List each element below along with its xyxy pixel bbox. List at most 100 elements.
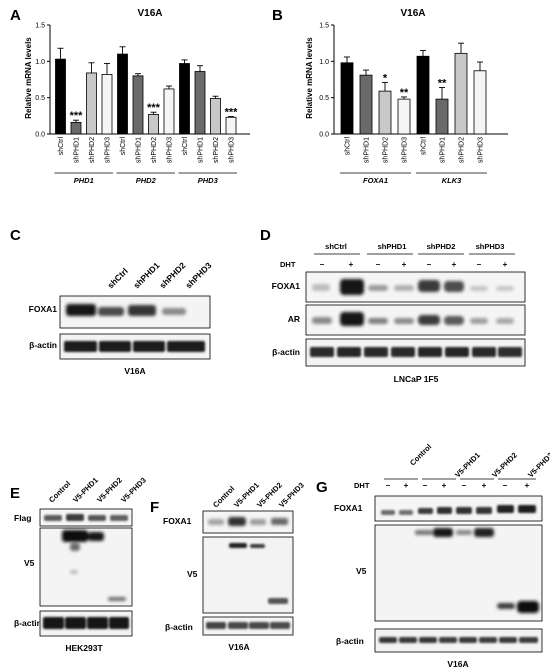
chart-a-ytick: 1.5 bbox=[35, 23, 45, 30]
blot-d-foxa1-bands bbox=[312, 279, 514, 295]
blot-c-row-foxa1: FOXA1 bbox=[29, 304, 58, 314]
chart-a-bar bbox=[132, 75, 144, 135]
panel-label-d: D bbox=[260, 227, 271, 244]
chart-a-category: shPHD2 bbox=[89, 137, 96, 163]
blot-e-row-actin: β-actin bbox=[14, 618, 42, 628]
blot-g-actin-membrane bbox=[374, 628, 543, 653]
chart-b-bar bbox=[359, 74, 373, 135]
blot-d-ar-bands bbox=[312, 312, 514, 326]
chart-b-category: shPHD1 bbox=[440, 137, 447, 163]
blot-e-lane-1: Control bbox=[47, 479, 72, 504]
chart-a-category: shCtrl bbox=[120, 137, 127, 156]
blot-d-treatment-mark: + bbox=[452, 260, 457, 269]
chart-b-category: shPHD3 bbox=[402, 137, 409, 163]
chart-a-category: shPHD1 bbox=[198, 137, 205, 163]
panel-label-a: A bbox=[10, 7, 21, 24]
blot-c-lane-4: shPHD3 bbox=[183, 260, 213, 290]
chart-a-sig-mark: *** bbox=[225, 107, 239, 119]
chart-b-category: shPHD1 bbox=[364, 137, 371, 163]
chart-a-category: shPHD3 bbox=[167, 137, 174, 163]
blot-d-actin-bands bbox=[310, 347, 522, 357]
chart-a-category: shCtrl bbox=[182, 137, 189, 156]
blot-f-lane-1: Control bbox=[211, 484, 236, 509]
blot-d-treatment-mark: – bbox=[376, 260, 381, 269]
blot-g-row-foxa1: FOXA1 bbox=[334, 503, 363, 513]
chart-a-category: shPHD3 bbox=[105, 137, 112, 163]
blot-f-row-actin: β-actin bbox=[165, 622, 193, 632]
blot-d-group-4: shPHD3 bbox=[476, 242, 505, 251]
blot-e-actin-bands bbox=[43, 617, 129, 629]
blot-e-v5-bands bbox=[62, 530, 126, 601]
chart-b-sig-mark: ** bbox=[438, 77, 447, 89]
chart-b-group-label: KLK3 bbox=[442, 176, 462, 185]
chart-b-ytick: 1.0 bbox=[319, 59, 329, 66]
panel-d: D shCtrl shPHD1 shPHD2 shPHD3 DHT – + – + – +… bbox=[260, 227, 526, 384]
blot-e-lane-2: V5-PHD1 bbox=[71, 476, 100, 505]
chart-a-sig-mark: *** bbox=[70, 110, 84, 122]
blot-g-treatment-mark: – bbox=[386, 481, 391, 490]
chart-b-bar bbox=[340, 62, 354, 135]
chart-a-bar bbox=[179, 63, 190, 135]
chart-a-bar bbox=[210, 97, 221, 135]
chart-b-ylabel: Relative mRNA levels bbox=[305, 37, 314, 119]
chart-a-title: V16A bbox=[137, 8, 162, 19]
blot-f-foxa1-bands bbox=[208, 517, 288, 526]
blot-d-treatment-mark: + bbox=[402, 260, 407, 269]
chart-a-ytick: 0.0 bbox=[35, 132, 45, 139]
chart-a-bar bbox=[148, 113, 159, 135]
chart-a-group-label: PHD2 bbox=[136, 176, 157, 185]
chart-b-category: shPHD3 bbox=[478, 137, 485, 163]
chart-b-category: shPHD2 bbox=[383, 137, 390, 163]
chart-b-sig-mark: * bbox=[383, 72, 388, 84]
blot-g-treatment-mark: + bbox=[525, 481, 530, 490]
blot-c-lane-2: shPHD1 bbox=[131, 260, 161, 290]
panel-label-e: E bbox=[10, 485, 20, 502]
blot-d-treatment-label: DHT bbox=[280, 260, 296, 269]
chart-a-ylabel: Relative mRNA levels bbox=[24, 37, 33, 119]
chart-a-bar bbox=[163, 88, 175, 135]
blot-e-row-flag: Flag bbox=[14, 513, 31, 523]
chart-a-group-label: PHD1 bbox=[74, 176, 94, 185]
chart-b-category: shPHD2 bbox=[459, 137, 466, 163]
blot-d-group-1: shCtrl bbox=[325, 242, 347, 251]
blot-g-v5-bands bbox=[415, 528, 539, 613]
blot-d-row-actin: β-actin bbox=[272, 347, 300, 357]
chart-b-ytick: 0.0 bbox=[319, 132, 329, 139]
blot-g-treatment-mark: – bbox=[462, 481, 467, 490]
chart-b-sig-mark: ** bbox=[400, 87, 409, 99]
panel-g: G Control V5-PHD1 V5-PHD2 V5-PHD3 DHT – +… bbox=[316, 442, 550, 669]
blot-e-flag-bands bbox=[44, 514, 128, 521]
blot-f-v5-bands bbox=[229, 543, 288, 604]
chart-a-category: shPHD3 bbox=[229, 137, 236, 163]
blot-g-treatment-mark: – bbox=[423, 481, 428, 490]
panel-label-b: B bbox=[272, 7, 283, 24]
blot-c-foxa1-bands bbox=[66, 304, 186, 316]
blot-e-row-v5: V5 bbox=[24, 558, 35, 568]
chart-b-group-label: FOXA1 bbox=[363, 176, 388, 185]
blot-d-group-3: shPHD2 bbox=[427, 242, 456, 251]
chart-b-category: shCtrl bbox=[421, 137, 428, 156]
blot-g-group-4: V5-PHD3 bbox=[526, 451, 550, 480]
blot-g-caption: V16A bbox=[447, 659, 468, 669]
blot-g-row-v5: V5 bbox=[356, 566, 367, 576]
chart-a-group-label: PHD3 bbox=[198, 176, 219, 185]
blot-g-actin-bands bbox=[379, 637, 538, 643]
blot-e-flag-membrane bbox=[39, 508, 133, 527]
blot-g-group-1: Control bbox=[408, 442, 433, 467]
chart-b-ytick: 1.5 bbox=[319, 23, 329, 30]
blot-f-actin-bands bbox=[206, 622, 290, 629]
blot-g-treatment-label: DHT bbox=[354, 481, 370, 490]
panel-a: A V16A Relative mRNA levels 0.0 0.5 1.0 1.5… bbox=[10, 7, 250, 185]
chart-a-bar bbox=[117, 53, 128, 135]
blot-f-row-v5: V5 bbox=[187, 569, 198, 579]
blot-f-caption: V16A bbox=[228, 642, 249, 652]
blot-d-treatment-mark: – bbox=[477, 260, 482, 269]
blot-d-row-ar: AR bbox=[288, 314, 300, 324]
chart-a-bar bbox=[70, 121, 82, 135]
blot-d-treatment-mark: – bbox=[427, 260, 432, 269]
blot-g-group-2: V5-PHD1 bbox=[453, 451, 482, 480]
chart-a-ytick: 1.0 bbox=[35, 59, 45, 66]
panel-f: F Control V5-PHD1 V5-PHD2 V5-PHD3 FOXA1 … bbox=[150, 481, 306, 652]
blot-c-row-actin: β-actin bbox=[29, 340, 57, 350]
